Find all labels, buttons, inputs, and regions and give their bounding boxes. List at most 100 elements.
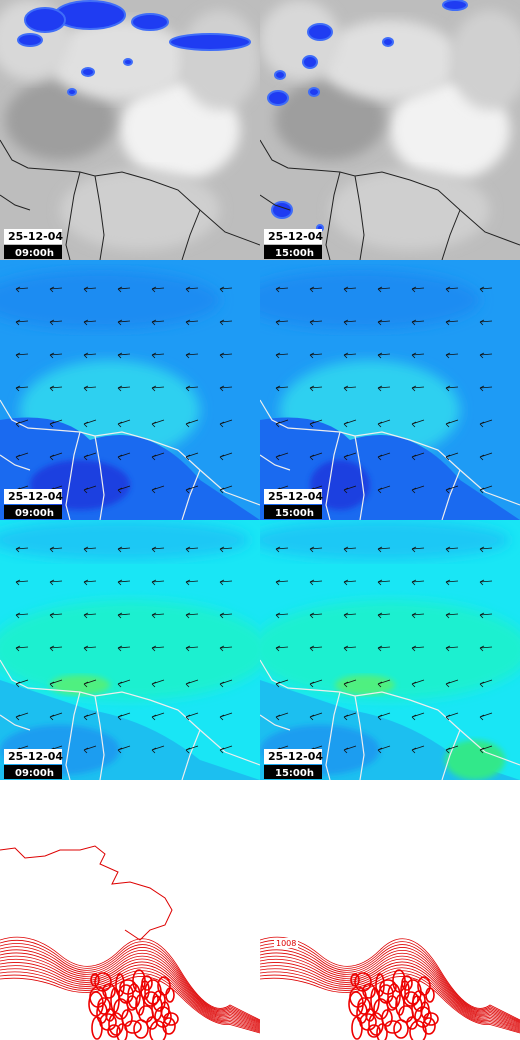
- wind-arrow: [411, 385, 425, 392]
- wind-zone: [335, 675, 395, 695]
- isobar: [0, 958, 260, 1028]
- wind-arrow: [479, 546, 493, 553]
- coastline: [260, 454, 291, 471]
- wind-arrow: [275, 319, 289, 326]
- isobar: [260, 955, 520, 1027]
- wind-arrow: [151, 286, 165, 293]
- wind-arrow: [83, 419, 97, 428]
- wind-arrow: [445, 679, 459, 688]
- isobar: [0, 943, 260, 1023]
- isobar: [373, 998, 389, 1020]
- wind-arrow: [309, 352, 323, 359]
- wind-arrow: [185, 385, 199, 392]
- wind-arrow: [343, 452, 357, 461]
- isobar: [393, 1019, 409, 1039]
- wind-arrow: [343, 645, 357, 652]
- time-label: 15:00h: [275, 508, 314, 519]
- coastline: [181, 209, 201, 260]
- precip: [302, 55, 318, 69]
- wind-arrow: [151, 579, 165, 586]
- isobar: [354, 972, 372, 992]
- isobar: [163, 1012, 179, 1026]
- wind-arrow: [377, 579, 391, 586]
- wind-arrow: [83, 385, 97, 392]
- wind-arrow: [275, 712, 289, 721]
- isobar-panel: [0, 845, 260, 1040]
- wind-zone: [260, 270, 480, 330]
- wind-arrow: [117, 419, 131, 428]
- wind-arrow: [49, 712, 63, 721]
- wind-arrow: [83, 352, 97, 359]
- wind-arrow: [49, 579, 63, 586]
- coastline: [325, 171, 341, 260]
- coastline: [0, 714, 31, 731]
- coastline: [260, 399, 520, 506]
- wind-arrow: [445, 712, 459, 721]
- wind-arrow: [15, 679, 29, 688]
- wind-arrow: [411, 645, 425, 652]
- wind-arrow: [411, 612, 425, 619]
- coastline: [181, 729, 201, 780]
- wind-arrow: [343, 712, 357, 721]
- cloud: [260, 0, 340, 80]
- wind-zone: [0, 600, 260, 700]
- wind-arrow: [117, 352, 131, 359]
- wind-arrow: [15, 579, 29, 586]
- wind-arrow: [117, 679, 131, 688]
- wind-arrow: [445, 352, 459, 359]
- wind-arrow: [377, 485, 391, 494]
- coastline: [260, 714, 291, 731]
- isobar: [375, 973, 385, 997]
- wind-arrow: [343, 352, 357, 359]
- label-box: [264, 765, 322, 779]
- precip: [169, 33, 251, 51]
- coastline: [65, 691, 81, 780]
- wind-arrow: [151, 679, 165, 688]
- wind-arrow: [377, 352, 391, 359]
- isobar: [133, 1019, 149, 1039]
- wind-arrow: [83, 319, 97, 326]
- mask: [265, 1010, 320, 1040]
- wind-arrow: [479, 745, 493, 754]
- time-label: 15:00h: [275, 768, 314, 779]
- isobar: [119, 979, 137, 995]
- cloud: [180, 10, 260, 110]
- wind-arrow: [343, 745, 357, 754]
- isobar: [0, 939, 260, 1022]
- wind-arrow: [411, 745, 425, 754]
- wind-arrow: [15, 286, 29, 293]
- wind-arrow: [479, 712, 493, 721]
- wind-arrow: [411, 419, 425, 428]
- wind-arrow: [445, 485, 459, 494]
- isobar: [422, 1017, 436, 1035]
- coastline: [65, 171, 81, 260]
- wind-arrow: [83, 579, 97, 586]
- isobar-panel: 1008: [260, 936, 520, 1040]
- wind-arrow: [15, 385, 29, 392]
- isobar: [115, 973, 125, 997]
- wind-arrow: [445, 385, 459, 392]
- wind-arrow: [445, 745, 459, 754]
- wind-arrow: [445, 612, 459, 619]
- mask: [5, 1010, 60, 1040]
- wind-arrow: [151, 352, 165, 359]
- isobar: [0, 964, 260, 1030]
- cloud: [50, 20, 190, 100]
- wind-arrow: [219, 286, 233, 293]
- label-box: [4, 505, 62, 519]
- wind-arrow: [377, 612, 391, 619]
- wind-arrow: [343, 286, 357, 293]
- wind-arrow: [445, 286, 459, 293]
- contour-label: 1008: [276, 939, 296, 948]
- wind-arrow: [343, 419, 357, 428]
- isobar: [260, 939, 520, 1022]
- coastline: [354, 435, 365, 520]
- wind-arrow: [117, 546, 131, 553]
- coastline: [0, 399, 260, 506]
- wind-arrow: [15, 352, 29, 359]
- map-panel: 25-12-04 15:00h: [260, 260, 520, 520]
- map-panel: 25-12-04 15:00h: [260, 0, 520, 260]
- isobar: [108, 1012, 124, 1036]
- wind-arrow: [479, 645, 493, 652]
